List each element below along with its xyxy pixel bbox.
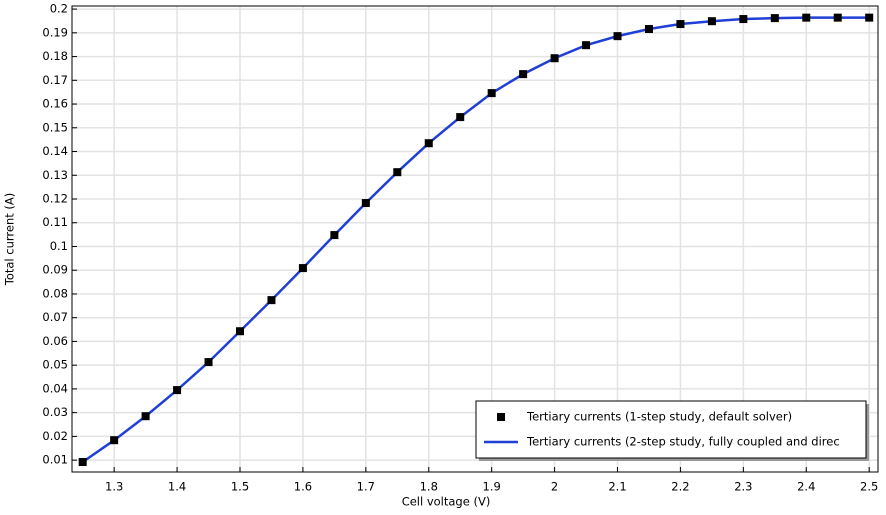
y-tick-label: 0.1: [50, 239, 68, 253]
marker: [739, 15, 748, 24]
x-tick-label: 2.1: [608, 480, 626, 494]
marker: [424, 139, 433, 148]
x-tick-label: 1.9: [483, 480, 501, 494]
y-tick-label: 0.14: [42, 144, 68, 158]
x-tick-label: 1.7: [357, 480, 375, 494]
y-tick-label: 0.18: [42, 49, 68, 63]
marker: [173, 386, 182, 395]
marker: [456, 113, 465, 122]
marker: [707, 17, 716, 26]
y-tick-label: 0.2: [50, 2, 68, 16]
marker: [613, 32, 622, 41]
marker: [770, 14, 779, 23]
y-tick-label: 0.03: [42, 405, 68, 419]
plot-frame: [71, 5, 879, 473]
marker: [298, 264, 307, 273]
x-tick-label: 2.3: [734, 480, 752, 494]
marker: [267, 296, 276, 305]
legend-box: [475, 400, 867, 459]
x-tick-label: 2.5: [860, 480, 878, 494]
marker: [487, 89, 496, 98]
y-tick-label: 0.13: [42, 168, 68, 182]
y-tick-label: 0.12: [42, 191, 68, 205]
y-tick-label: 0.01: [42, 453, 68, 467]
marker: [204, 358, 213, 367]
legend-label: Tertiary currents (2-step study, fully c…: [526, 435, 840, 449]
y-tick-label: 0.16: [42, 97, 68, 111]
x-tick-label: 1.6: [294, 480, 312, 494]
y-tick-label: 0.07: [42, 310, 68, 324]
marker: [833, 13, 842, 22]
y-tick-label: 0.11: [42, 215, 68, 229]
marker: [361, 199, 370, 208]
x-tick-label: 2.2: [671, 480, 689, 494]
y-axis-label: Total current (A): [3, 193, 17, 287]
x-tick-label: 1.4: [168, 480, 186, 494]
x-tick-label: 1.5: [231, 480, 249, 494]
x-axis-label: Cell voltage (V): [402, 495, 491, 509]
marker: [110, 436, 119, 445]
y-tick-label: 0.09: [42, 263, 68, 277]
y-tick-label: 0.15: [42, 120, 68, 134]
legend-label: Tertiary currents (1-step study, default…: [526, 410, 792, 424]
x-tick-label: 1.3: [105, 480, 123, 494]
legend-swatch: [497, 413, 505, 421]
x-tick-label: 1.8: [420, 480, 438, 494]
y-tick-label: 0.02: [42, 429, 68, 443]
marker: [865, 13, 874, 22]
y-tick-label: 0.08: [42, 286, 68, 300]
marker: [393, 168, 402, 177]
marker: [802, 13, 811, 22]
x-tick-label: 2: [551, 480, 558, 494]
x-tick-label: 2.4: [797, 480, 815, 494]
y-tick-label: 0.17: [42, 73, 68, 87]
marker: [78, 458, 87, 467]
marker: [676, 20, 685, 29]
marker: [141, 412, 150, 421]
y-tick-label: 0.04: [42, 381, 68, 395]
line: [81, 16, 870, 464]
y-tick-label: 0.06: [42, 334, 68, 348]
marker: [550, 54, 559, 63]
legend: Tertiary currents (1-step study, default…: [475, 400, 869, 461]
y-tick-label: 0.05: [42, 358, 68, 372]
marker: [330, 231, 339, 240]
marker: [235, 327, 244, 336]
y-tick-label: 0.19: [42, 25, 68, 39]
marker: [644, 25, 653, 34]
marker: [582, 41, 591, 50]
marker: [519, 70, 528, 79]
